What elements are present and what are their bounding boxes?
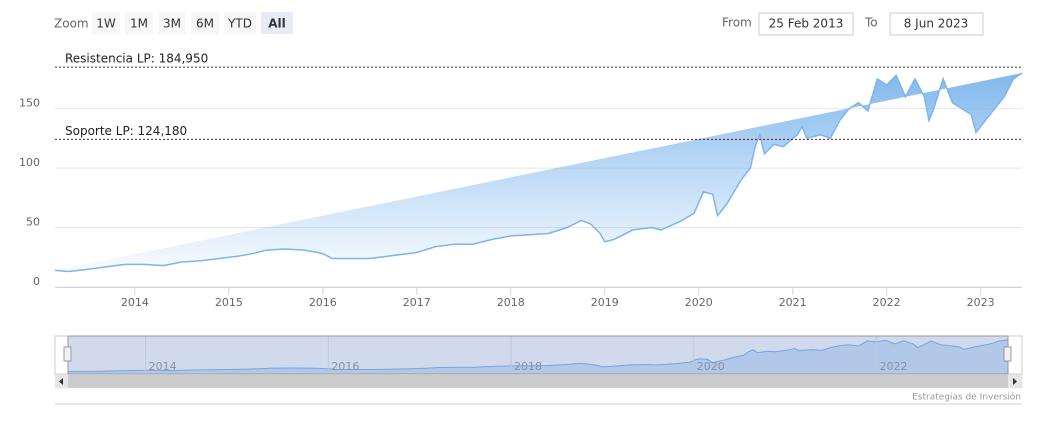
to-label: To xyxy=(864,16,878,30)
navigator-tick-label: 2018 xyxy=(514,360,542,373)
range-button-bg[interactable] xyxy=(92,12,120,34)
navigator-handle[interactable] xyxy=(63,346,72,362)
range-button-label[interactable]: 3M xyxy=(163,17,181,31)
credits[interactable]: Estrategias de Inversión xyxy=(912,392,1021,403)
scrollbar-arrow xyxy=(59,378,63,385)
y-tick-label: 0 xyxy=(33,275,40,288)
scrollbar-thumb[interactable] xyxy=(68,375,1008,388)
x-tick-label: 2019 xyxy=(591,296,619,309)
zoom-label: Zoom xyxy=(54,17,89,31)
area-line xyxy=(54,72,1023,273)
y-tick-label: 150 xyxy=(19,97,40,110)
range-button-bg[interactable] xyxy=(158,12,186,34)
range-button[interactable]: YTD xyxy=(224,12,256,34)
x-tick-label: 2022 xyxy=(873,296,901,309)
to-date[interactable]: 8 Jun 2023 xyxy=(904,17,969,31)
range-button-bg[interactable] xyxy=(224,12,256,34)
y-tick-label: 50 xyxy=(26,216,40,229)
x-tick-label: 2014 xyxy=(121,296,149,309)
from-label: From xyxy=(722,16,752,30)
navigator-tick-label: 2016 xyxy=(331,360,359,373)
navigator-line xyxy=(67,339,1009,373)
area-fill xyxy=(55,73,1022,272)
y-tick-label: 100 xyxy=(19,156,40,169)
from-date[interactable]: 25 Feb 2013 xyxy=(769,17,844,31)
range-button-label[interactable]: All xyxy=(268,17,286,31)
x-tick-label: 2016 xyxy=(309,296,337,309)
navigator-tick-label: 2020 xyxy=(697,360,725,373)
range-button-bg[interactable] xyxy=(191,12,219,34)
x-tick-label: 2023 xyxy=(967,296,995,309)
range-button-label[interactable]: 6M xyxy=(196,17,214,31)
range-button-label[interactable]: 1W xyxy=(96,17,116,31)
to-input[interactable] xyxy=(889,12,984,36)
navigator-area xyxy=(68,340,1008,374)
x-tick-label: 2015 xyxy=(215,296,243,309)
range-button[interactable]: 1W xyxy=(92,12,120,34)
x-tick-label: 2018 xyxy=(497,296,525,309)
navigator-tick-label: 2022 xyxy=(879,360,907,373)
range-button-label[interactable]: 1M xyxy=(130,17,148,31)
navigator-mask xyxy=(67,335,1009,375)
scrollbar-arrow xyxy=(1013,378,1017,385)
range-button[interactable]: 3M xyxy=(158,12,186,34)
navigator-bg xyxy=(54,335,1023,375)
range-button-bg[interactable] xyxy=(125,12,153,34)
range-button[interactable]: All xyxy=(261,12,293,34)
range-button-bg[interactable] xyxy=(261,12,293,34)
x-tick-label: 2017 xyxy=(403,296,431,309)
plot-line-label: Resistencia LP: 184,950 xyxy=(65,52,208,66)
navigator-handle[interactable] xyxy=(1003,346,1012,362)
x-tick-label: 2021 xyxy=(779,296,807,309)
plot-line-label: Soporte LP: 124,180 xyxy=(65,124,187,138)
x-tick-label: 2020 xyxy=(685,296,713,309)
range-button[interactable]: 1M xyxy=(125,12,153,34)
from-input[interactable] xyxy=(758,12,854,36)
navigator-tick-label: 2014 xyxy=(149,360,177,373)
range-button[interactable]: 6M xyxy=(191,12,219,34)
range-button-label[interactable]: YTD xyxy=(227,17,252,31)
